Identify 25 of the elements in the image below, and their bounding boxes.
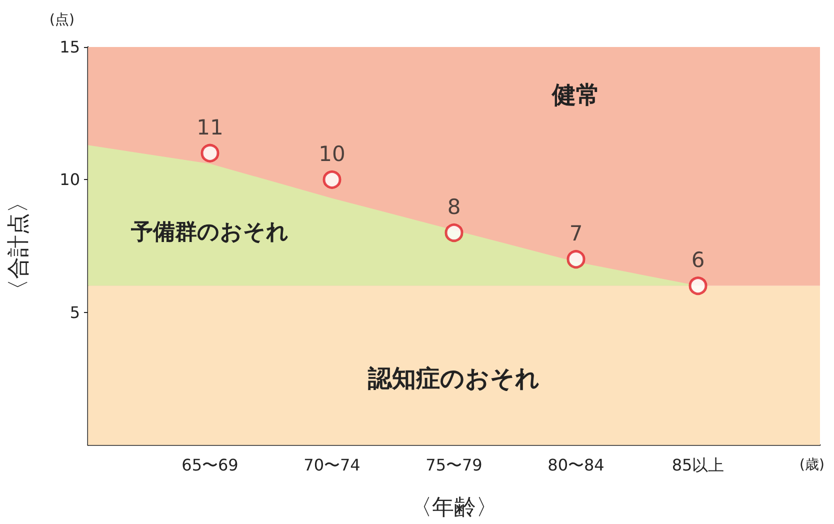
text: (歳) [800, 457, 824, 473]
band-label: 健常 [551, 80, 600, 109]
data-label: 6 [691, 248, 705, 272]
x-axis-title: 〈年齢〉 [410, 496, 498, 520]
data-label: 8 [447, 194, 461, 219]
point [200, 144, 220, 162]
x-tick-label: 80〜84 [548, 456, 604, 474]
band-label: 認知症のおそれ [367, 364, 540, 393]
point [322, 170, 342, 189]
text: (点) [50, 12, 74, 28]
y-tick-label: 15 [60, 38, 80, 56]
y-tick-label: 10 [60, 170, 80, 190]
data-label: 11 [196, 115, 224, 140]
data-label: 7 [569, 222, 583, 246]
point [566, 250, 586, 269]
x-tick-label: 70〜74 [304, 456, 360, 474]
series-label: 予備群のおそれ [130, 220, 289, 246]
x-tick-label: 85以上 [672, 456, 724, 474]
x-tick-label: 65〜69 [182, 456, 238, 474]
point [688, 276, 708, 296]
x-tick-label: 75〜79 [426, 456, 482, 474]
point [444, 223, 464, 242]
data-label: 10 [318, 142, 346, 166]
y-axis-title: 〈合計点〉 [6, 191, 32, 301]
y-tick-label: 5 [70, 302, 80, 322]
